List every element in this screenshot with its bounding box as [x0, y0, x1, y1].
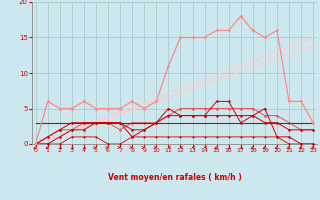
X-axis label: Vent moyen/en rafales ( km/h ): Vent moyen/en rafales ( km/h ) — [108, 173, 241, 182]
